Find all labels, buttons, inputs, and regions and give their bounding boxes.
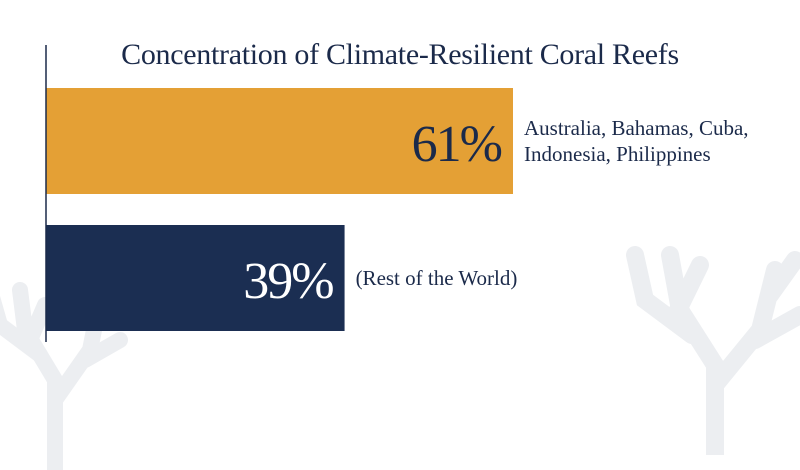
bar-value-label-2: 39% [243, 253, 333, 310]
bar-1 [46, 88, 513, 194]
bar-annotation-2-line-1: (Rest of the World) [356, 266, 518, 290]
bar-annotation-1-line-2: Indonesia, Philippines [524, 142, 711, 166]
bar-2 [46, 225, 345, 331]
bar-value-label-1: 61% [412, 116, 502, 173]
bar-annotation-1-line-1: Australia, Bahamas, Cuba, [524, 116, 749, 140]
bar-chart: 61% Australia, Bahamas, Cuba,Indonesia, P… [45, 45, 749, 342]
coral-right-icon [626, 246, 800, 455]
chart-title: Concentration of Climate-Resilient Coral… [121, 38, 679, 71]
